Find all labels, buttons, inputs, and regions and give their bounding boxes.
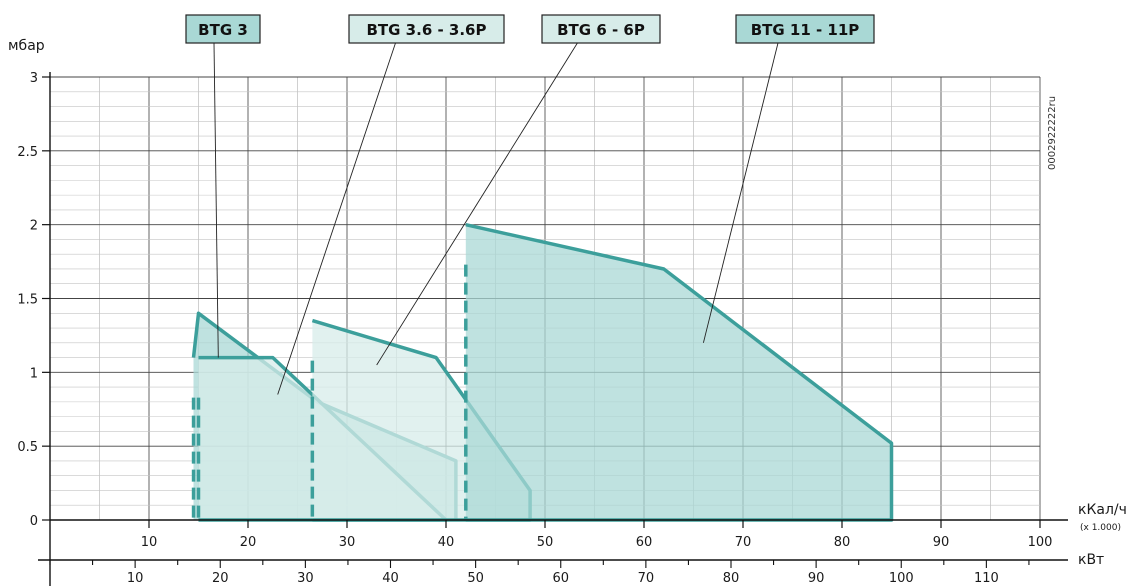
y-tick-label: 1 [30, 366, 38, 381]
x-bottom-tick-label: 60 [552, 571, 569, 586]
y-tick-label: 1.5 [17, 293, 38, 308]
y-tick-label: 0 [30, 514, 38, 529]
x-top-tick-label: 100 [1028, 535, 1053, 550]
x-top-tick-label: 90 [933, 535, 950, 550]
x-bottom-tick-label: 50 [467, 571, 484, 586]
legend-leader-line [213, 42, 219, 358]
legend-box [185, 14, 261, 44]
legend-label: BTG 11 - 11P [751, 21, 860, 39]
legend-leader-line [376, 42, 578, 366]
legend-box [541, 14, 661, 44]
x-bottom-tick-label: 70 [638, 571, 655, 586]
legend-box [735, 14, 875, 44]
legend-label: BTG 3 [198, 21, 248, 39]
y-tick-label: 0.5 [17, 440, 38, 455]
x-bottom-unit: кВт [1078, 552, 1104, 568]
y-axis-unit: мбар [8, 38, 45, 54]
legend-entry-2: BTG 6 - 6P [376, 14, 661, 366]
x-bottom-tick-label: 40 [382, 571, 399, 586]
x-top-unit-note: (x 1.000) [1080, 523, 1121, 533]
x-bottom-tick-label: 100 [889, 571, 914, 586]
series-area [465, 224, 892, 520]
labels: мбар кКал/ч (x 1.000) кВт 0002922222ru BTG 3 B… [8, 14, 1127, 568]
x-bottom-tick-label: 110 [974, 571, 999, 586]
operating-areas [191, 222, 894, 522]
legend-entry-0: BTG 3 [185, 14, 261, 358]
legend-entry-3: BTG 11 - 11P [702, 14, 875, 343]
x-top-tick-label: 50 [537, 535, 554, 550]
x-top-tick-label: 10 [141, 535, 158, 550]
legend-leader-line [277, 42, 396, 395]
legend-box [348, 14, 505, 44]
y-tick-label: 3 [30, 71, 38, 86]
x-top-unit: кКал/ч [1078, 502, 1127, 518]
legend-label: BTG 6 - 6P [557, 21, 645, 39]
legend-entry-1: BTG 3.6 - 3.6P [277, 14, 505, 395]
x-top-tick-label: 60 [636, 535, 653, 550]
legend-label: BTG 3.6 - 3.6P [366, 21, 486, 39]
x-top-tick-label: 40 [438, 535, 455, 550]
axes: 3 2.5 2 1.5 1 0.5 0 10 20 30 40 50 60 70 80 90 100 10 20 30… [17, 71, 1068, 586]
x-top-tick-label: 30 [339, 535, 356, 550]
x-top-tick-label: 80 [834, 535, 851, 550]
x-bottom-tick-label: 30 [297, 571, 314, 586]
x-top-tick-label: 20 [240, 535, 257, 550]
y-tick-label: 2 [30, 219, 38, 234]
x-bottom-tick-label: 80 [723, 571, 740, 586]
side-code: 0002922222ru [1047, 96, 1058, 170]
y-tick-label: 2.5 [17, 145, 38, 160]
x-bottom-tick-label: 90 [808, 571, 825, 586]
legend-leader-line [702, 42, 779, 343]
x-top-tick-label: 70 [735, 535, 752, 550]
x-bottom-tick-label: 10 [127, 571, 144, 586]
x-bottom-tick-label: 20 [212, 571, 229, 586]
